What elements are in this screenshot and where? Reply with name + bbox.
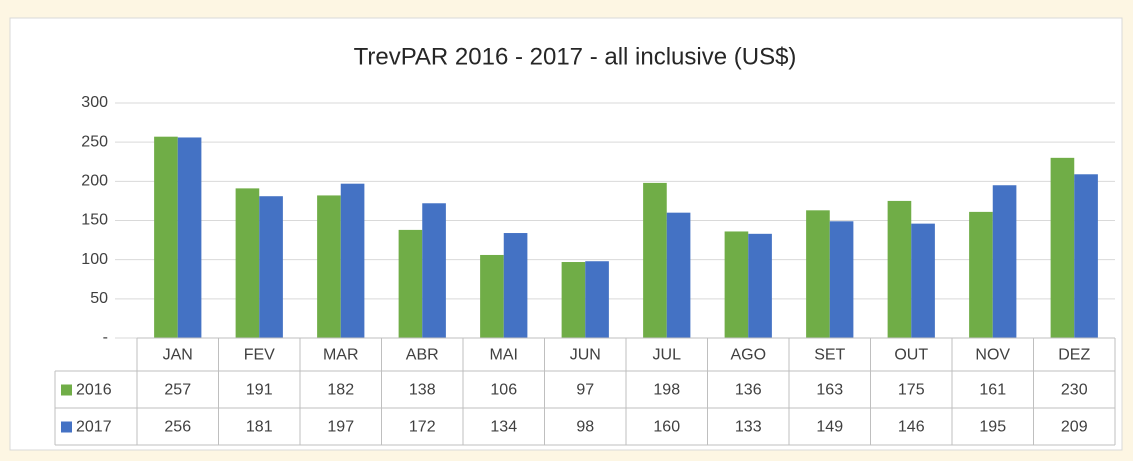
x-tick-label: NOV xyxy=(975,347,1010,364)
y-tick-label: 100 xyxy=(81,251,108,268)
table-cell: 138 xyxy=(409,382,436,399)
table-cell: 163 xyxy=(816,382,843,399)
table-cell: 182 xyxy=(327,382,354,399)
bar xyxy=(992,185,1017,338)
y-tick-label: - xyxy=(103,329,108,346)
table-cell: 197 xyxy=(327,419,354,436)
legend-label: 2016 xyxy=(76,382,112,399)
x-tick-label: FEV xyxy=(244,347,275,364)
bar xyxy=(422,203,446,338)
bar xyxy=(724,231,749,338)
bar xyxy=(887,200,912,338)
table-cell: 172 xyxy=(409,419,436,436)
legend-swatch xyxy=(61,421,72,433)
bar xyxy=(1050,157,1075,338)
bar xyxy=(235,188,260,338)
legend-label: 2017 xyxy=(76,419,112,436)
table-cell: 133 xyxy=(735,419,762,436)
table-cell: 98 xyxy=(576,419,594,436)
x-tick-label: JAN xyxy=(163,347,193,364)
bar xyxy=(398,229,423,338)
table-cell: 230 xyxy=(1061,382,1088,399)
y-tick-label: 200 xyxy=(81,173,108,190)
table-cell: 256 xyxy=(164,419,191,436)
chart-title: TrevPAR 2016 - 2017 - all inclusive (US$… xyxy=(354,43,797,70)
x-tick-label: JUL xyxy=(653,347,682,364)
table-cell: 149 xyxy=(816,419,843,436)
x-tick-label: ABR xyxy=(406,347,439,364)
bar xyxy=(806,210,830,338)
x-tick-label: MAR xyxy=(323,347,359,364)
bar xyxy=(259,196,283,338)
bar xyxy=(748,233,772,338)
bar xyxy=(911,223,935,338)
table-cell: 175 xyxy=(898,382,925,399)
legend-swatch xyxy=(61,384,72,396)
y-tick-label: 250 xyxy=(81,133,108,150)
table-cell: 97 xyxy=(576,382,594,399)
bar xyxy=(154,136,178,338)
bar xyxy=(1074,174,1098,338)
x-tick-label: MAI xyxy=(490,347,518,364)
bar xyxy=(177,137,202,338)
table-cell: 198 xyxy=(653,382,680,399)
table-cell: 146 xyxy=(898,419,925,436)
table-cell: 191 xyxy=(246,382,273,399)
bar xyxy=(969,211,993,338)
table-cell: 136 xyxy=(735,382,762,399)
table-cell: 209 xyxy=(1061,419,1088,436)
bar xyxy=(643,182,667,338)
y-tick-label: 300 xyxy=(81,94,108,111)
table-cell: 181 xyxy=(246,419,273,436)
bar xyxy=(666,212,691,338)
x-tick-label: AGO xyxy=(730,347,766,364)
table-cell: 106 xyxy=(490,382,517,399)
bar xyxy=(317,195,341,338)
x-tick-label: SET xyxy=(814,347,845,364)
x-tick-label: JUN xyxy=(570,347,601,364)
bar xyxy=(340,183,365,338)
table-cell: 257 xyxy=(164,382,191,399)
table-cell: 134 xyxy=(490,419,517,436)
bar xyxy=(561,262,586,338)
bar xyxy=(503,233,528,338)
bar xyxy=(480,254,504,338)
x-tick-label: DEZ xyxy=(1058,347,1090,364)
table-cell: 160 xyxy=(653,419,680,436)
bar xyxy=(829,221,854,338)
table-cell: 161 xyxy=(979,382,1006,399)
bar xyxy=(585,261,609,338)
y-tick-label: 150 xyxy=(81,212,108,229)
table-cell: 195 xyxy=(979,419,1006,436)
y-tick-label: 50 xyxy=(90,290,108,307)
x-tick-label: OUT xyxy=(894,347,928,364)
